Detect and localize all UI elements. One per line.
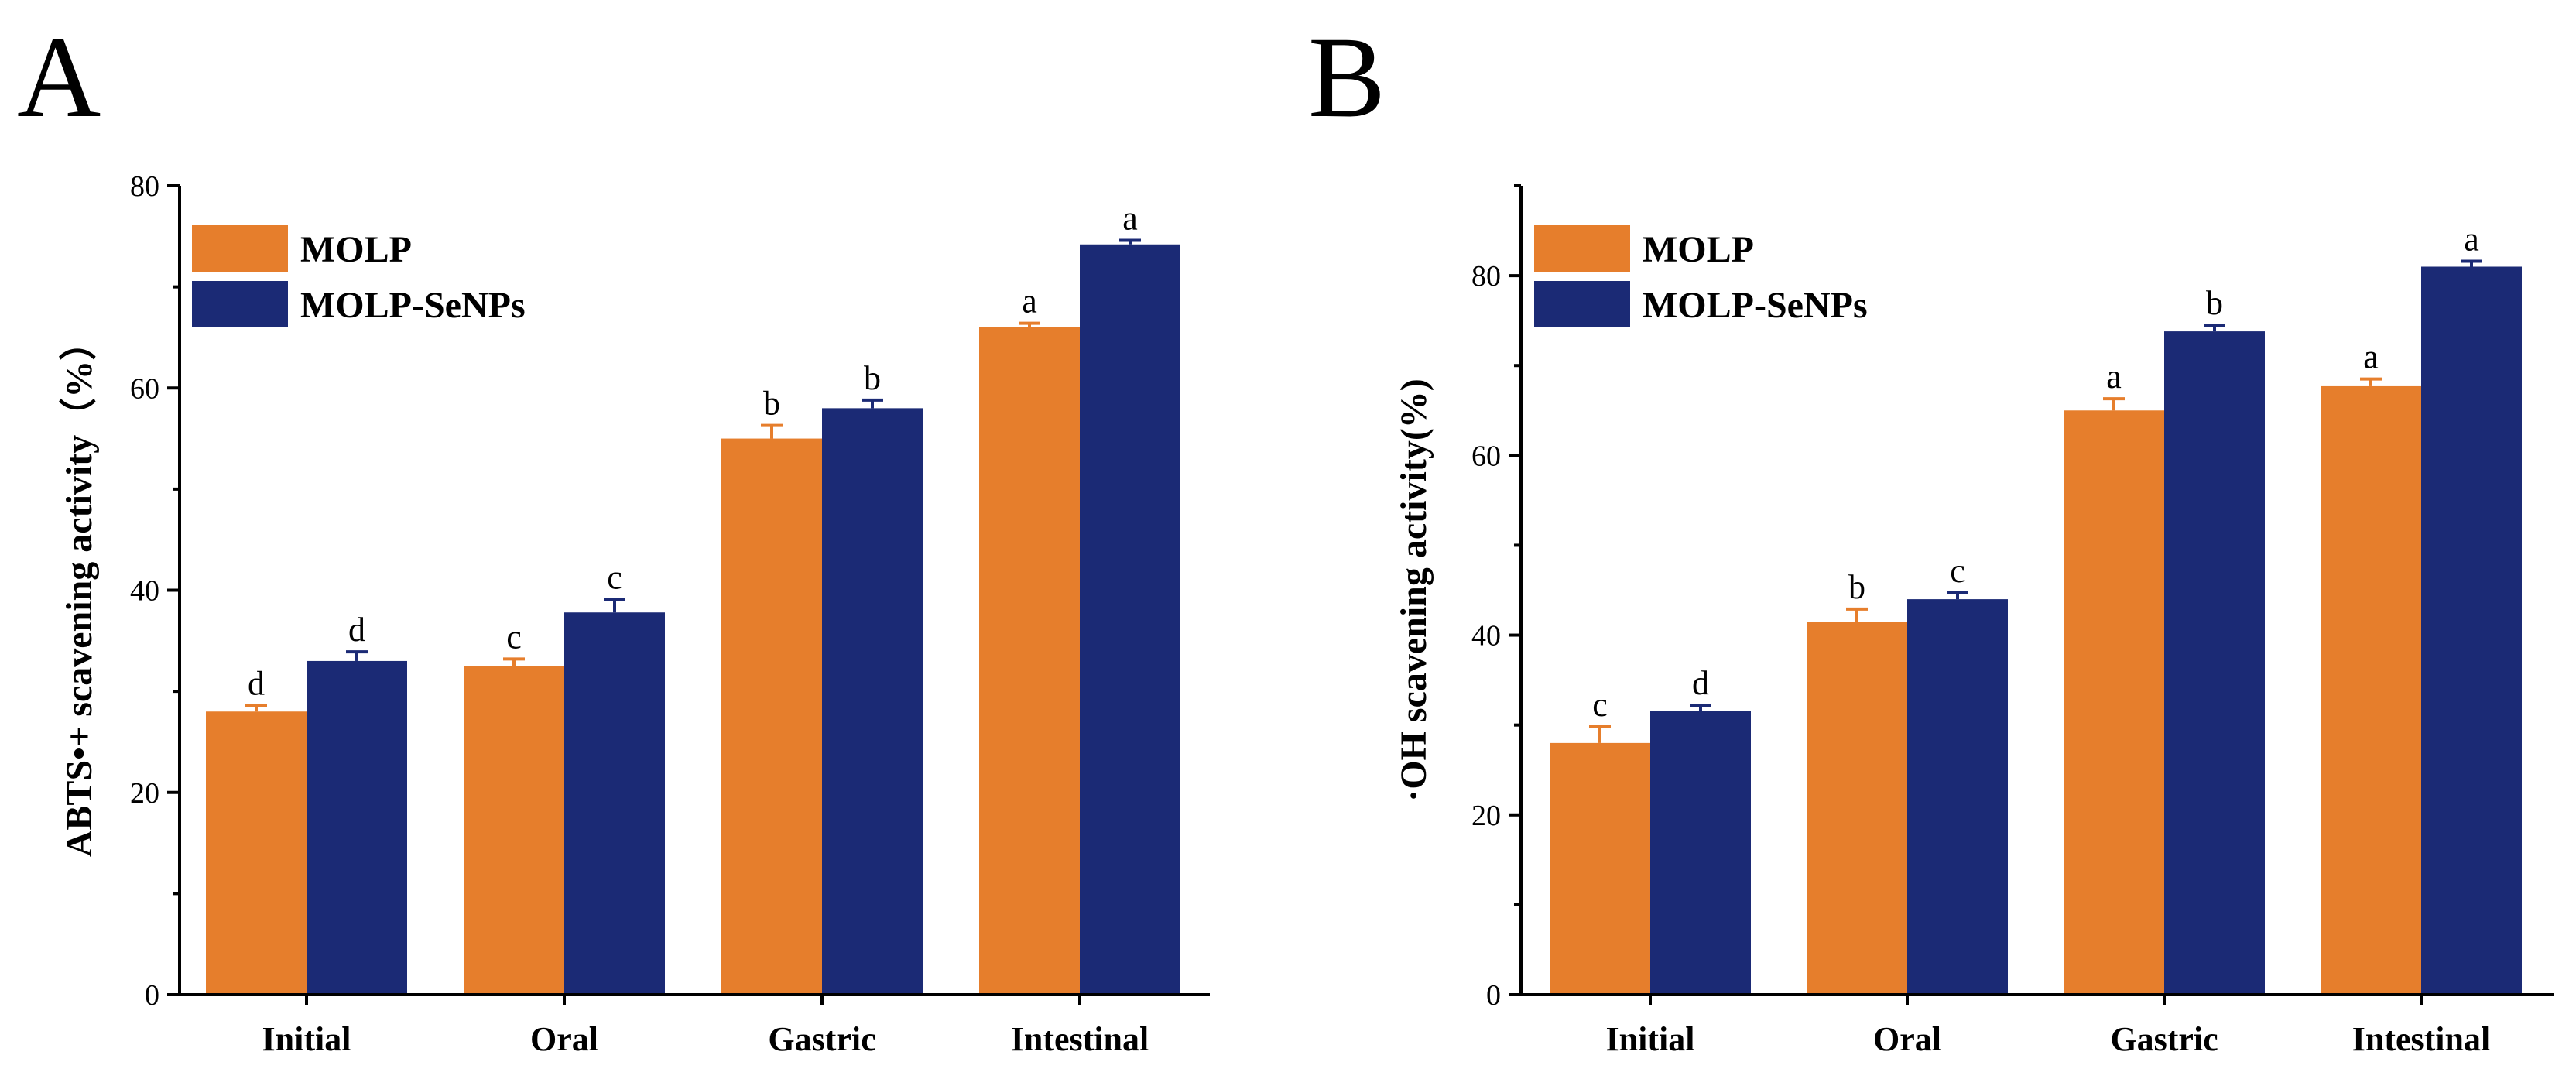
panel-a: Ad d Initial c c Oral b b Gastric a a Intestinal 0 20…	[17, 13, 1210, 1058]
y-tick-label: 60	[1471, 440, 1501, 472]
bar	[1807, 622, 1907, 995]
legend-swatch	[1534, 281, 1630, 327]
significance-label: b	[864, 359, 881, 397]
legend-swatch	[1534, 225, 1630, 272]
significance-label: c	[607, 558, 622, 596]
x-tick-label: Oral	[530, 1020, 598, 1058]
panel-letter: A	[17, 13, 101, 142]
significance-label: a	[1022, 283, 1037, 320]
bar	[464, 666, 564, 995]
bar	[206, 711, 307, 995]
x-tick-label: Gastric	[768, 1020, 875, 1058]
x-tick-label: Initial	[262, 1020, 351, 1058]
significance-label: d	[248, 664, 265, 702]
bar	[564, 612, 665, 995]
y-tick-label: 0	[1486, 979, 1501, 1012]
bar	[1650, 711, 1751, 995]
legend-label: MOLP-SeNPs	[1643, 285, 1868, 326]
bar	[721, 438, 822, 995]
bar	[979, 327, 1080, 995]
bar	[822, 408, 923, 995]
x-tick-label: Gastric	[2110, 1020, 2218, 1058]
significance-label: b	[2206, 284, 2223, 322]
bar	[1550, 742, 1650, 995]
significance-label: a	[2464, 221, 2479, 259]
y-tick-label: 40	[130, 575, 159, 608]
y-axis-title: ·OH scavening activity(%)	[1393, 379, 1434, 802]
significance-label: b	[763, 385, 780, 423]
bar	[1907, 599, 2008, 995]
panel-b: Bc d Initial b c Oral a b Gastric a a Intestinal 0 20…	[1308, 13, 2554, 1058]
significance-label: b	[1848, 568, 1865, 606]
panel-letter: B	[1308, 13, 1386, 142]
bar	[307, 660, 407, 995]
y-tick-label: 0	[145, 979, 159, 1012]
bar	[1080, 244, 1180, 995]
significance-label: d	[348, 611, 365, 649]
bar	[2321, 385, 2421, 995]
legend-swatch	[192, 225, 288, 272]
legend-label: MOLP	[1643, 229, 1754, 270]
y-axis-title: ABTS•+ scavening activity（%）	[59, 324, 100, 858]
y-tick-label: 20	[130, 777, 159, 810]
y-tick-label: 20	[1471, 800, 1501, 832]
significance-label: c	[506, 618, 522, 656]
bar	[2064, 410, 2164, 995]
x-tick-label: Oral	[1873, 1020, 1941, 1058]
significance-label: c	[1950, 552, 1965, 590]
significance-label: a	[2106, 358, 2122, 396]
y-tick-label: 40	[1471, 620, 1501, 653]
legend-swatch	[192, 281, 288, 327]
significance-label: d	[1692, 664, 1709, 702]
y-tick-label: 80	[1471, 260, 1501, 293]
legend-label: MOLP	[300, 229, 412, 270]
y-tick-label: 80	[130, 170, 159, 203]
significance-label: a	[2363, 338, 2379, 376]
legend-label: MOLP-SeNPs	[300, 285, 526, 326]
significance-label: a	[1122, 200, 1138, 238]
bar	[2421, 266, 2522, 995]
x-tick-label: Intestinal	[1011, 1020, 1149, 1058]
x-tick-label: Intestinal	[2352, 1020, 2490, 1058]
bar	[2164, 331, 2265, 995]
significance-label: c	[1592, 686, 1608, 724]
x-tick-label: Initial	[1606, 1020, 1695, 1058]
y-tick-label: 60	[130, 372, 159, 405]
